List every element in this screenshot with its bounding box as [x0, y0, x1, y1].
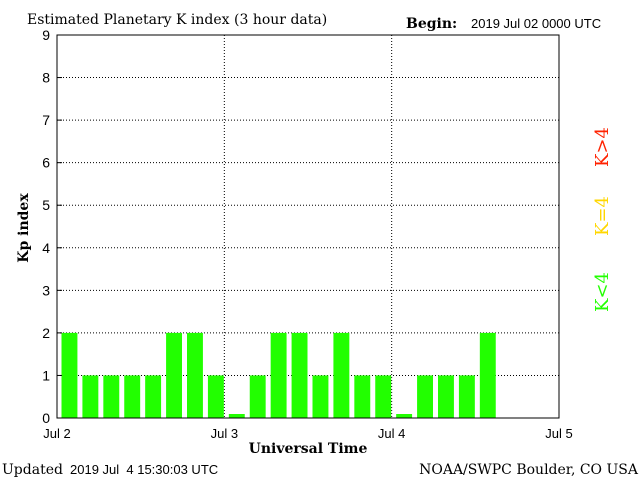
y-tick-label: 7: [42, 112, 50, 128]
updated-label: Updated: [2, 462, 63, 478]
x-tick-label: Jul 5: [545, 426, 572, 441]
y-tick-label: 0: [42, 410, 50, 426]
y-tick-label: 8: [42, 70, 50, 86]
bar: [417, 375, 433, 418]
x-tick-label: Jul 3: [211, 426, 238, 441]
chart-title: Estimated Planetary K index (3 hour data…: [27, 12, 327, 28]
bar: [82, 375, 99, 418]
source-credit: NOAA/SWPC Boulder, CO USA: [419, 462, 639, 478]
bar: [249, 375, 266, 418]
grid: [57, 35, 559, 418]
legend-k-equal-4: K=4: [592, 196, 613, 236]
bar: [396, 414, 413, 418]
y-tick-label: 9: [42, 27, 50, 43]
bar: [187, 332, 203, 418]
bars: [61, 332, 496, 418]
bar: [458, 375, 475, 418]
bar: [228, 414, 245, 418]
bar: [145, 375, 162, 418]
bar: [207, 375, 224, 418]
x-ticks: Jul 2 Jul 3 Jul 4 Jul 5: [43, 426, 572, 441]
y-tick-label: 4: [42, 240, 50, 256]
y-tick-label: 6: [42, 155, 50, 171]
y-tick-label: 1: [42, 367, 50, 383]
bar: [166, 332, 182, 418]
x-tick-label: Jul 2: [43, 426, 70, 441]
bar: [354, 375, 371, 418]
begin-value: 2019 Jul 02 0000 UTC: [471, 16, 601, 31]
plot-frame: [56, 34, 560, 419]
y-ticks: 0 1 2 3 4 5 6 7 8 9: [42, 27, 62, 426]
bar: [291, 332, 308, 418]
bar: [333, 332, 350, 418]
y-tick-label: 3: [42, 282, 50, 298]
y-tick-label: 5: [42, 197, 50, 213]
updated-value: 2019 Jul 4 15:30:03 UTC: [70, 462, 218, 477]
begin-label: Begin:: [406, 16, 457, 32]
bar: [124, 375, 141, 418]
bar: [438, 375, 454, 418]
bar: [270, 332, 287, 418]
x-axis-label: Universal Time: [249, 441, 368, 457]
bar: [103, 375, 120, 418]
legend-k-less-4: K<4: [592, 272, 613, 312]
bar: [312, 375, 329, 418]
bar: [479, 332, 496, 418]
y-tick-label: 2: [42, 325, 50, 341]
legend-k-greater-4: K>4: [592, 127, 613, 167]
y-axis-label: Kp index: [16, 193, 32, 263]
bar: [61, 332, 78, 418]
x-tick-label: Jul 4: [378, 426, 405, 441]
bar: [375, 375, 392, 418]
